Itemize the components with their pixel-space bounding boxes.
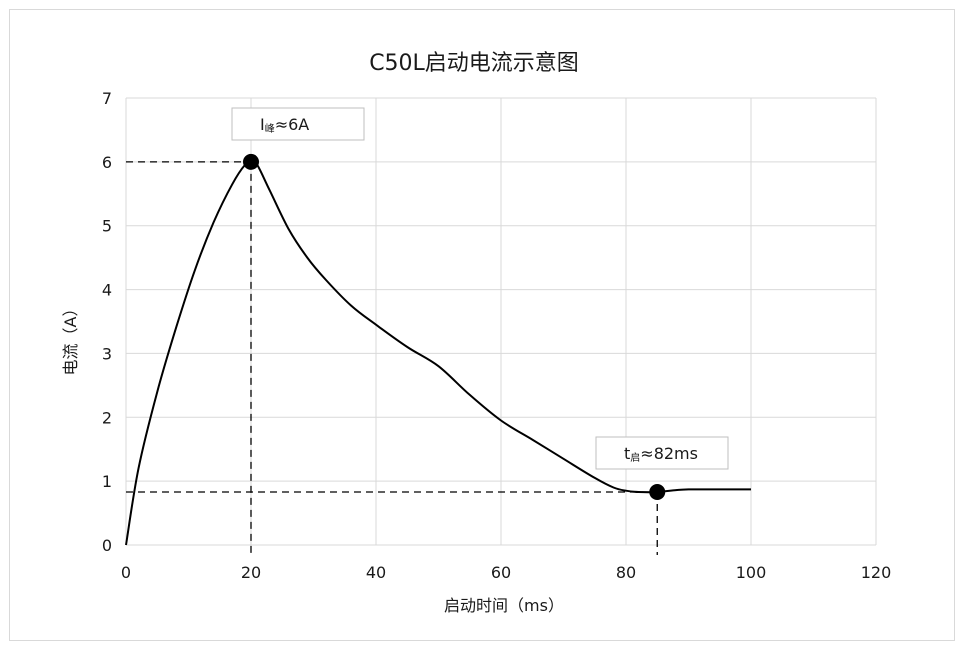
y-tick-label: 3: [102, 344, 112, 363]
callout-label: I峰≈6A: [260, 115, 309, 135]
y-tick-label: 5: [102, 217, 112, 236]
series-line: [125, 160, 751, 546]
guide-lines: [126, 161, 658, 555]
data-point-marker: [649, 483, 666, 500]
chart-title: C50L启动电流示意图: [369, 51, 579, 76]
x-tick-label: 120: [861, 563, 892, 582]
x-tick-label: 0: [121, 563, 131, 582]
callout-label: t启≈82ms: [624, 444, 698, 464]
tick-labels: 0 1 2 3 4 5 6 7 0 20 40 60 80 100 120: [102, 89, 891, 582]
chart-svg: C50L启动电流示意图 0 1 2 3 4 5 6 7 0 20 40 60 80 100 120 I峰≈6…: [61, 51, 891, 615]
data-point-marker: [243, 153, 259, 170]
grid: [125, 97, 877, 546]
callouts: I峰≈6A t启≈82ms: [231, 107, 729, 470]
callout-box: [595, 436, 729, 470]
x-tick-label: 80: [616, 563, 636, 582]
callout-box: [231, 107, 365, 141]
x-tick-label: 20: [241, 563, 261, 582]
chart-frame: C50L启动电流示意图 0 1 2 3 4 5 6 7 0 20 40 60 80 100 120 I峰≈6…: [9, 9, 955, 641]
y-tick-label: 7: [102, 89, 112, 108]
y-tick-label: 1: [102, 472, 112, 491]
y-tick-label: 4: [102, 281, 112, 300]
x-tick-label: 60: [491, 563, 511, 582]
y-axis-label: 电流（A）: [61, 301, 80, 376]
x-tick-label: 100: [736, 563, 767, 582]
y-tick-label: 2: [102, 408, 112, 427]
x-axis-label: 启动时间（ms）: [444, 596, 564, 615]
y-tick-label: 6: [102, 153, 112, 172]
y-tick-label: 0: [102, 536, 112, 555]
markers: [243, 153, 666, 500]
x-tick-label: 40: [366, 563, 386, 582]
